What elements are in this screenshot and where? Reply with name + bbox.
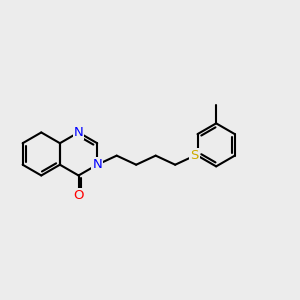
Text: N: N xyxy=(74,126,83,139)
Text: O: O xyxy=(73,189,84,202)
Text: N: N xyxy=(92,158,102,171)
Text: S: S xyxy=(190,149,199,162)
